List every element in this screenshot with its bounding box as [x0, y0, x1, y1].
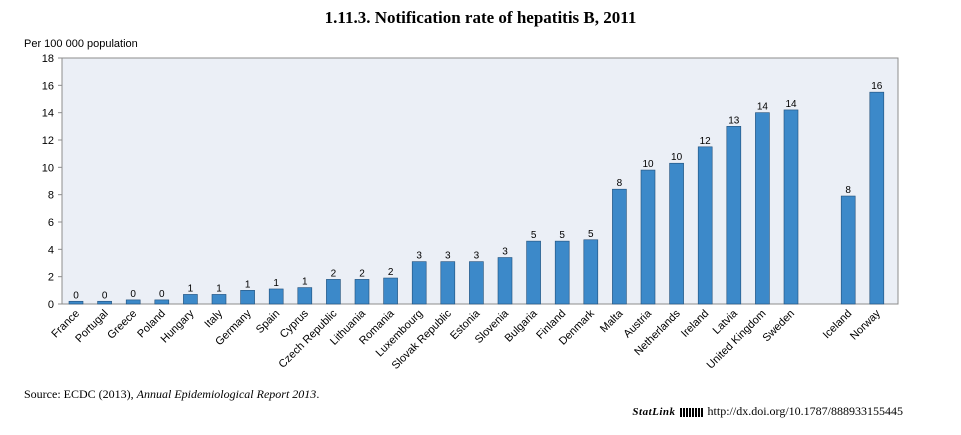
bar — [125, 299, 141, 305]
y-tick-label: 6 — [48, 217, 54, 229]
data-label: 1 — [245, 279, 251, 290]
data-label: 10 — [671, 152, 683, 163]
y-tick-label: 2 — [48, 272, 54, 284]
data-label: 10 — [642, 159, 654, 170]
data-label: 5 — [559, 230, 565, 241]
data-label: 3 — [502, 247, 508, 258]
x-tick-label: Norway — [848, 307, 883, 342]
y-tick-label: 10 — [42, 162, 54, 174]
source-note: Source: ECDC (2013), Annual Epidemiologi… — [24, 387, 319, 402]
data-label: 1 — [302, 277, 308, 288]
bar — [755, 112, 770, 305]
data-label: 5 — [531, 230, 537, 241]
bar — [183, 294, 198, 305]
y-tick-label: 0 — [48, 299, 54, 311]
bar — [469, 261, 484, 305]
source-title: Annual Epidemiological Report 2013 — [136, 387, 317, 401]
bar — [354, 279, 370, 305]
data-label: 1 — [273, 278, 279, 289]
bar — [211, 294, 227, 305]
data-label: 2 — [388, 267, 394, 278]
statlink-icon — [679, 407, 704, 417]
bar — [497, 257, 513, 305]
data-label: 14 — [757, 102, 769, 113]
bar — [840, 195, 856, 305]
data-label: 5 — [588, 229, 594, 240]
data-label: 1 — [216, 283, 222, 294]
data-label: 0 — [102, 290, 108, 301]
y-tick-label: 12 — [42, 135, 54, 147]
bar — [440, 261, 456, 305]
y-axis-label: Per 100 000 population — [24, 38, 138, 50]
y-tick-label: 4 — [48, 244, 54, 256]
bar — [612, 188, 627, 305]
y-tick-label: 8 — [48, 190, 54, 202]
bar — [526, 240, 541, 305]
y-tick-label: 18 — [42, 53, 54, 65]
data-label: 1 — [188, 283, 194, 294]
y-tick-label: 16 — [42, 80, 54, 92]
data-label: 8 — [845, 185, 851, 196]
bar — [97, 300, 112, 305]
bar — [726, 126, 742, 305]
bar — [583, 239, 599, 305]
bar — [669, 162, 684, 305]
data-label: 0 — [159, 289, 165, 300]
bar — [640, 169, 656, 305]
statlink-label: StatLink — [632, 406, 676, 418]
data-label: 3 — [416, 251, 422, 262]
data-label: 16 — [871, 81, 883, 92]
data-label: 13 — [728, 115, 740, 126]
source-end: . — [316, 387, 320, 401]
data-label: 3 — [474, 251, 480, 262]
bar — [154, 299, 170, 305]
bar — [68, 300, 84, 305]
bar — [783, 109, 799, 305]
x-tick-label: Bulgaria — [503, 307, 541, 345]
data-label: 0 — [130, 289, 136, 300]
bar — [554, 240, 570, 305]
x-tick-label: Italy — [202, 307, 225, 330]
bar — [326, 279, 341, 305]
x-tick-label: Sweden — [761, 308, 798, 345]
bar — [297, 287, 313, 305]
chart-title: 1.11.3. Notification rate of hepatitis B… — [324, 8, 637, 27]
statlink-url[interactable]: http://dx.doi.org/10.1787/888933155445 — [707, 404, 903, 418]
y-tick-label: 14 — [42, 108, 54, 120]
source-text: ECDC (2013), — [60, 387, 137, 401]
bar — [411, 261, 427, 305]
x-tick-label: Greece — [105, 308, 139, 342]
data-label: 8 — [617, 178, 623, 189]
data-label: 2 — [359, 268, 365, 279]
data-label: 14 — [785, 99, 797, 110]
bar — [240, 290, 255, 305]
data-label: 0 — [73, 290, 79, 301]
bar — [697, 146, 713, 305]
bar — [869, 91, 885, 305]
data-label: 2 — [331, 268, 337, 279]
x-tick-label: Ireland — [679, 308, 711, 340]
statlink: StatLink http://dx.doi.org/10.1787/888933… — [632, 404, 903, 419]
source-label: Source: — [24, 387, 61, 401]
bar — [268, 288, 284, 305]
data-label: 3 — [445, 251, 451, 262]
bar — [383, 277, 398, 305]
data-label: 12 — [700, 136, 712, 147]
